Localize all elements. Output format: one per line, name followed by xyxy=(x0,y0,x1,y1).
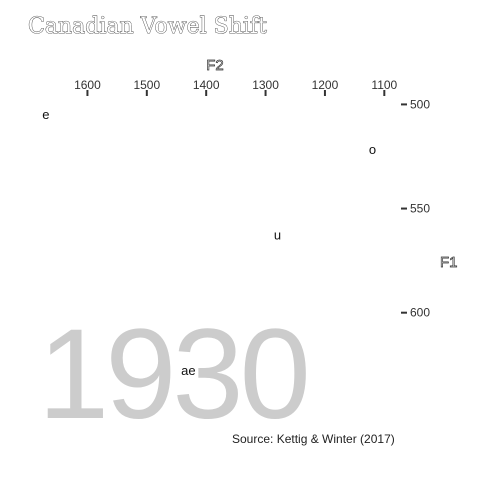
x-tick-label-5: 1100 xyxy=(371,78,397,92)
x-tick-label-3: 1300 xyxy=(252,78,279,92)
y-axis: 500 550 600 xyxy=(401,97,430,320)
y-tick-label-2: 600 xyxy=(410,306,430,320)
x-axis: 1600 1500 1400 1300 1200 1100 xyxy=(74,78,398,96)
source-label: Source: Kettig & Winter (2017) xyxy=(232,432,395,446)
x-tick-label-4: 1200 xyxy=(312,78,339,92)
vowel-point-u: u xyxy=(274,228,281,243)
vowel-point-o: o xyxy=(369,142,376,157)
x-tick-label-0: 1600 xyxy=(74,78,101,92)
x-tick-label-2: 1400 xyxy=(193,78,220,92)
x-axis-label: F2 xyxy=(206,57,224,74)
vowel-points: e o u ae xyxy=(42,107,376,378)
y-tick-label-0: 500 xyxy=(410,97,430,111)
y-axis-label: F1 xyxy=(440,254,458,271)
vowel-point-ae: ae xyxy=(181,363,195,378)
y-tick-label-1: 550 xyxy=(410,202,430,216)
x-tick-label-1: 1500 xyxy=(133,78,160,92)
vowel-point-e: e xyxy=(42,107,49,122)
chart-title: Canadian Vowel Shift xyxy=(28,14,267,39)
year-label: 1930 xyxy=(38,303,307,446)
